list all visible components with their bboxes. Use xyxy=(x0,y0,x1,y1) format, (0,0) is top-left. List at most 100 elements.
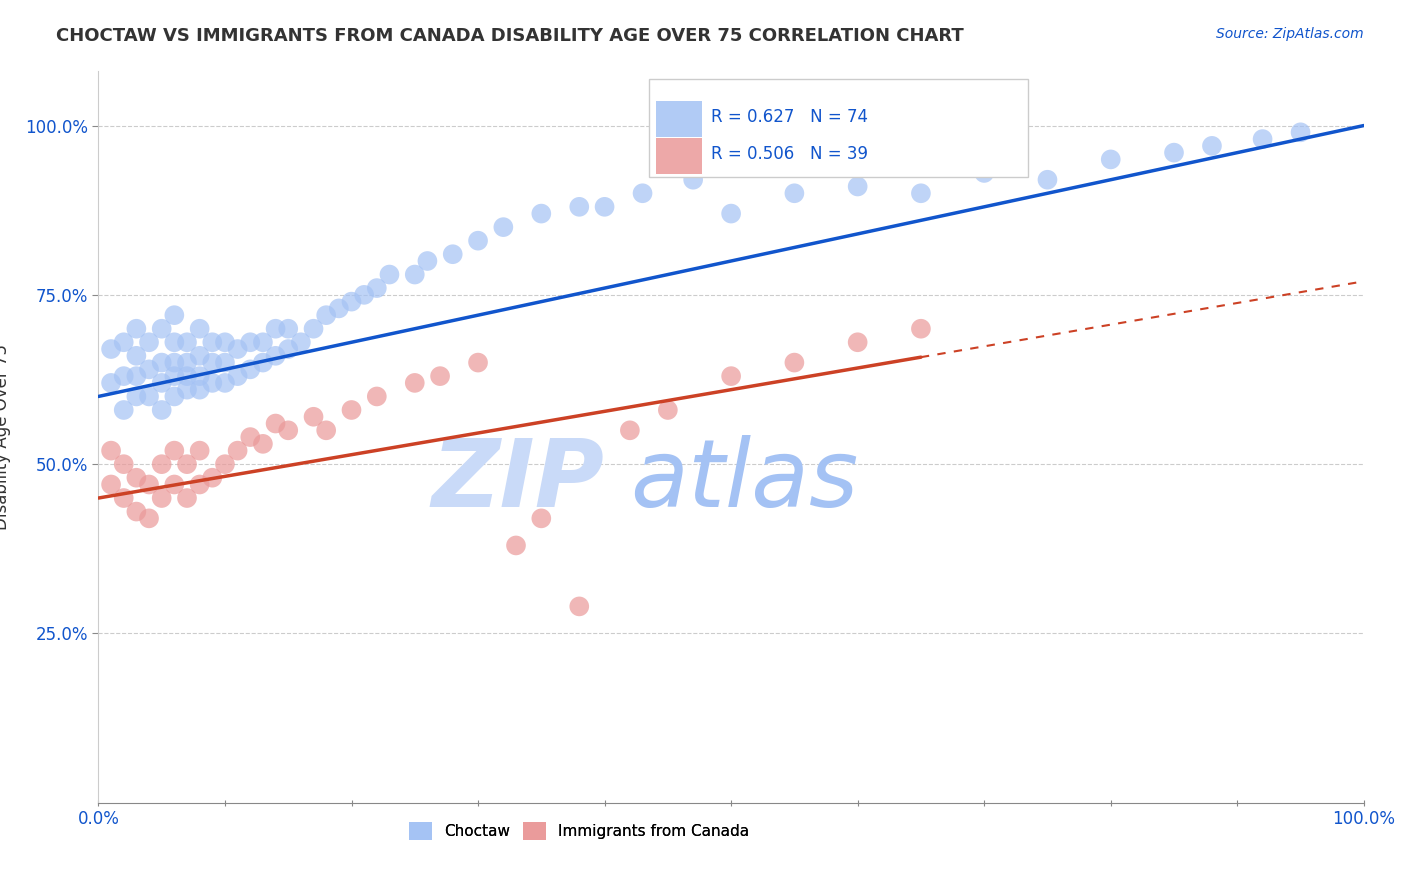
Point xyxy=(302,322,325,336)
Point xyxy=(492,220,515,235)
Point xyxy=(846,335,869,350)
Point xyxy=(112,403,135,417)
Point xyxy=(239,335,262,350)
Point xyxy=(353,288,375,302)
Point xyxy=(188,443,211,458)
Point xyxy=(568,200,591,214)
Point xyxy=(277,322,299,336)
Point xyxy=(125,322,148,336)
Point xyxy=(176,335,198,350)
Point xyxy=(176,355,198,369)
Point xyxy=(100,443,122,458)
Point xyxy=(138,511,160,525)
Point xyxy=(530,511,553,525)
Text: ZIP: ZIP xyxy=(432,435,605,527)
Point xyxy=(252,437,274,451)
Point xyxy=(530,206,553,220)
Point xyxy=(214,335,236,350)
Point xyxy=(163,389,186,403)
Point xyxy=(783,186,806,201)
Point xyxy=(239,430,262,444)
Point xyxy=(125,471,148,485)
Point xyxy=(125,505,148,519)
Point xyxy=(340,403,363,417)
Point xyxy=(366,389,388,403)
Point xyxy=(404,268,426,282)
Point xyxy=(441,247,464,261)
Point xyxy=(783,355,806,369)
Point xyxy=(150,491,173,505)
Point xyxy=(315,423,337,437)
Point xyxy=(163,308,186,322)
Point xyxy=(467,234,489,248)
Point xyxy=(846,179,869,194)
Point xyxy=(1201,139,1223,153)
Point xyxy=(226,342,249,356)
Point xyxy=(163,477,186,491)
Point xyxy=(125,349,148,363)
Point xyxy=(163,369,186,384)
Point xyxy=(315,308,337,322)
Point xyxy=(593,200,616,214)
Point xyxy=(188,369,211,384)
Point xyxy=(682,172,704,186)
FancyBboxPatch shape xyxy=(657,138,702,174)
Point xyxy=(176,369,198,384)
Point xyxy=(138,477,160,491)
Point xyxy=(201,335,224,350)
Point xyxy=(720,206,742,220)
FancyBboxPatch shape xyxy=(648,78,1028,178)
Text: Source: ZipAtlas.com: Source: ZipAtlas.com xyxy=(1216,27,1364,41)
Point xyxy=(214,355,236,369)
Point xyxy=(112,457,135,471)
Text: atlas: atlas xyxy=(630,435,858,526)
Point xyxy=(214,457,236,471)
Point xyxy=(1036,172,1059,186)
Legend: Choctaw, Immigrants from Canada: Choctaw, Immigrants from Canada xyxy=(404,815,755,847)
Point xyxy=(188,383,211,397)
Point xyxy=(252,355,274,369)
Point xyxy=(188,477,211,491)
Point xyxy=(125,389,148,403)
Point xyxy=(264,349,287,363)
Point xyxy=(150,403,173,417)
Point xyxy=(138,335,160,350)
Point xyxy=(619,423,641,437)
Point xyxy=(239,362,262,376)
Point xyxy=(112,335,135,350)
Point xyxy=(138,362,160,376)
Point xyxy=(150,355,173,369)
Point xyxy=(163,335,186,350)
Point xyxy=(657,403,679,417)
Point xyxy=(277,342,299,356)
Point xyxy=(201,471,224,485)
Point xyxy=(138,389,160,403)
Point xyxy=(302,409,325,424)
Point xyxy=(277,423,299,437)
Point xyxy=(973,166,995,180)
Y-axis label: Disability Age Over 75: Disability Age Over 75 xyxy=(0,344,11,530)
Point xyxy=(176,457,198,471)
Point xyxy=(378,268,401,282)
Point xyxy=(188,322,211,336)
FancyBboxPatch shape xyxy=(657,102,702,137)
Point xyxy=(290,335,312,350)
Point xyxy=(201,376,224,390)
Point xyxy=(720,369,742,384)
Point xyxy=(214,376,236,390)
Point xyxy=(100,477,122,491)
Point xyxy=(568,599,591,614)
Point xyxy=(264,322,287,336)
Point xyxy=(429,369,451,384)
Point xyxy=(150,376,173,390)
Text: R = 0.506   N = 39: R = 0.506 N = 39 xyxy=(711,145,868,163)
Point xyxy=(150,322,173,336)
Point xyxy=(366,281,388,295)
Point xyxy=(252,335,274,350)
Point xyxy=(505,538,527,552)
Point xyxy=(100,376,122,390)
Point xyxy=(188,349,211,363)
Point xyxy=(1251,132,1274,146)
Text: R = 0.627   N = 74: R = 0.627 N = 74 xyxy=(711,109,868,127)
Point xyxy=(201,355,224,369)
